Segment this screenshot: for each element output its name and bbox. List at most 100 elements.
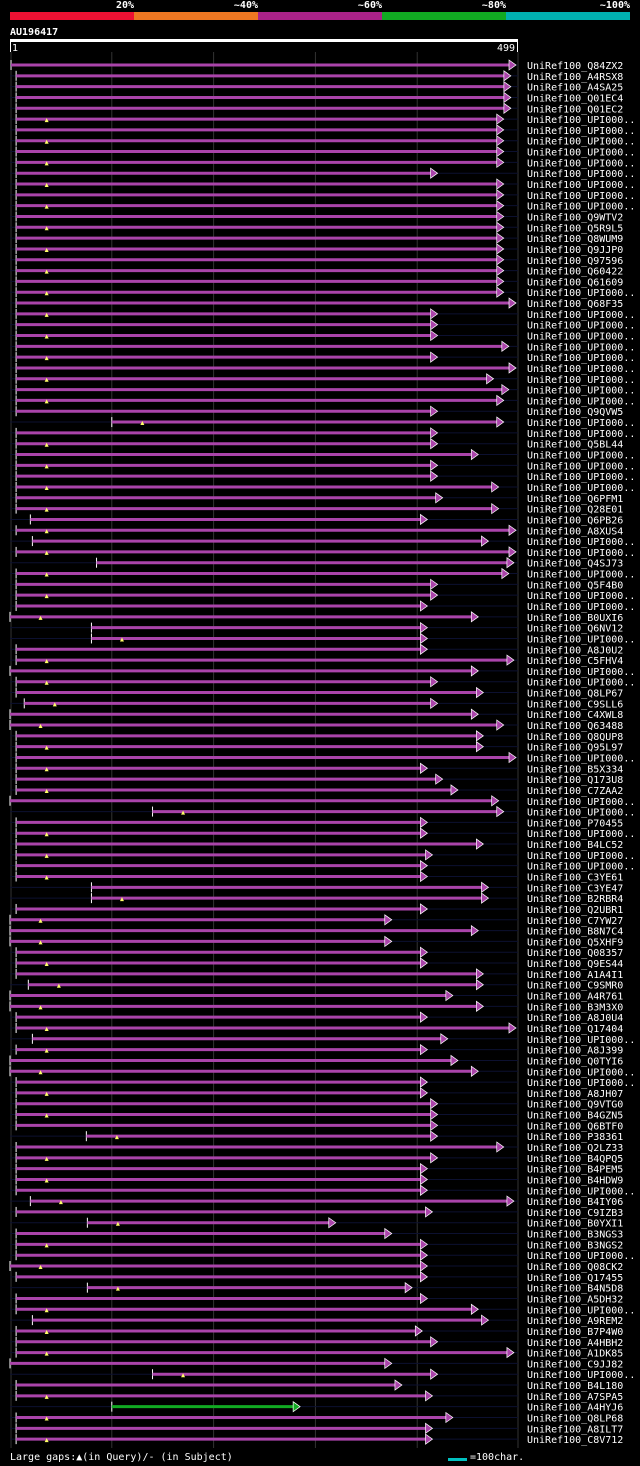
hit-row[interactable]: UniRef100_UPI000.. [10, 546, 635, 559]
hit-row[interactable]: UniRef100_Q9QVW5 [10, 405, 623, 418]
hit-label[interactable]: UniRef100_B3NGS3 [527, 1230, 623, 1241]
hit-label[interactable]: UniRef100_UPI000.. [527, 1035, 635, 1046]
hit-label[interactable]: UniRef100_UPI000.. [527, 386, 635, 397]
hit-label[interactable]: UniRef100_A4HBH2 [527, 1338, 623, 1349]
hit-row[interactable]: UniRef100_Q08CK2 [9, 1260, 623, 1273]
hit-row[interactable]: UniRef100_C9JJ82 [9, 1357, 623, 1370]
hit-row[interactable]: UniRef100_UPI000.. [10, 1368, 635, 1381]
hit-row[interactable]: UniRef100_A8XUS4 [10, 524, 623, 537]
hit-label[interactable]: UniRef100_A8JH07 [527, 1089, 623, 1100]
hit-label[interactable]: UniRef100_Q6NV12 [527, 624, 623, 635]
hit-label[interactable]: UniRef100_Q2UBR1 [527, 905, 623, 916]
hit-row[interactable]: UniRef100_Q97596 [10, 254, 623, 267]
hit-label[interactable]: UniRef100_UPI000.. [527, 862, 635, 873]
hit-label[interactable]: UniRef100_C7YW27 [527, 916, 623, 927]
hit-label[interactable]: UniRef100_UPI000.. [527, 753, 635, 764]
hit-row[interactable]: UniRef100_UPI000.. [10, 167, 635, 180]
hit-label[interactable]: UniRef100_Q5BL44 [527, 440, 623, 451]
hit-row[interactable]: UniRef100_Q01EC4 [10, 91, 623, 104]
hit-label[interactable]: UniRef100_A9REM2 [527, 1316, 623, 1327]
hit-label[interactable]: UniRef100_UPI000.. [527, 375, 635, 386]
hit-row[interactable]: UniRef100_UPI000.. [10, 589, 635, 602]
hit-row[interactable]: UniRef100_A9REM2 [10, 1314, 623, 1327]
hit-label[interactable]: UniRef100_Q28E01 [527, 505, 623, 516]
hit-row[interactable]: UniRef100_UPI000.. [10, 459, 635, 472]
hit-row[interactable]: UniRef100_B3NGS3 [10, 1227, 623, 1241]
hit-label[interactable]: UniRef100_Q84ZX2 [527, 61, 623, 72]
hit-row[interactable]: UniRef100_UPI000.. [10, 676, 635, 689]
hit-label[interactable]: UniRef100_Q68F35 [527, 299, 623, 310]
hit-row[interactable]: UniRef100_UPI000.. [10, 1076, 635, 1089]
hit-label[interactable]: UniRef100_A4SA25 [527, 83, 623, 94]
hit-label[interactable]: UniRef100_UPI000.. [527, 591, 635, 602]
hit-label[interactable]: UniRef100_Q08CK2 [527, 1262, 623, 1273]
hit-row[interactable]: UniRef100_Q6BTF0 [10, 1119, 623, 1132]
hit-label[interactable]: UniRef100_UPI000.. [527, 634, 635, 645]
hit-label[interactable]: UniRef100_A1DK85 [527, 1349, 623, 1360]
hit-label[interactable]: UniRef100_A7SPA5 [527, 1392, 623, 1403]
hit-row[interactable]: UniRef100_Q8QUP8 [10, 730, 623, 743]
hit-row[interactable]: UniRef100_UPI000.. [10, 1303, 635, 1316]
hit-row[interactable]: UniRef100_UPI000.. [10, 416, 635, 429]
hit-row[interactable]: UniRef100_B0UXI6 [9, 611, 623, 624]
hit-label[interactable]: UniRef100_Q17404 [527, 1024, 623, 1035]
hit-label[interactable]: UniRef100_Q61609 [527, 277, 623, 288]
hit-row[interactable]: UniRef100_P38361 [10, 1130, 623, 1143]
hit-label[interactable]: UniRef100_Q5F4B0 [527, 580, 623, 591]
hit-row[interactable]: UniRef100_B4N5D8 [10, 1281, 623, 1295]
hit-label[interactable]: UniRef100_Q60422 [527, 267, 623, 278]
hit-row[interactable]: UniRef100_C7YW27 [9, 914, 623, 927]
hit-label[interactable]: UniRef100_UPI000.. [527, 797, 635, 808]
hit-row[interactable]: UniRef100_Q84ZX2 [10, 59, 623, 72]
hit-label[interactable]: UniRef100_Q97596 [527, 256, 623, 267]
hit-row[interactable]: UniRef100_B4LC52 [10, 838, 623, 851]
hit-row[interactable]: UniRef100_A8J399 [10, 1043, 623, 1057]
hit-row[interactable]: UniRef100_UPI000.. [10, 286, 635, 299]
hit-row[interactable]: UniRef100_Q5R9L5 [10, 221, 623, 234]
hit-label[interactable]: UniRef100_UPI000.. [527, 396, 635, 407]
hit-label[interactable]: UniRef100_UPI000.. [527, 126, 635, 137]
hit-label[interactable]: UniRef100_A8J0U4 [527, 1013, 623, 1024]
hit-row[interactable]: UniRef100_Q5XHF9 [9, 935, 623, 948]
hit-row[interactable]: UniRef100_Q8LP67 [10, 686, 623, 700]
hit-row[interactable]: UniRef100_Q17455 [10, 1271, 623, 1284]
hit-label[interactable]: UniRef100_UPI000.. [527, 570, 635, 581]
hit-row[interactable]: UniRef100_UPI000.. [10, 124, 635, 137]
hit-row[interactable]: UniRef100_B3NGS2 [10, 1238, 623, 1251]
hit-row[interactable]: UniRef100_UPI000.. [10, 189, 635, 202]
hit-label[interactable]: UniRef100_B4QPQ5 [527, 1154, 623, 1165]
hit-row[interactable]: UniRef100_Q28E01 [10, 502, 623, 516]
hit-row[interactable]: UniRef100_UPI000.. [10, 600, 635, 613]
hit-row[interactable]: UniRef100_UPI000.. [10, 394, 635, 407]
hit-row[interactable]: UniRef100_B4PEM5 [10, 1162, 623, 1176]
hit-row[interactable]: UniRef100_B4QPQ5 [10, 1152, 623, 1165]
hit-row[interactable]: UniRef100_A4SA25 [10, 80, 623, 94]
hit-label[interactable]: UniRef100_UPI000.. [527, 602, 635, 613]
hit-row[interactable]: UniRef100_Q68F35 [10, 297, 623, 310]
hit-row[interactable]: UniRef100_UPI000.. [10, 1249, 635, 1262]
hit-label[interactable]: UniRef100_UPI000.. [527, 158, 635, 169]
hit-row[interactable]: UniRef100_UPI000.. [9, 665, 635, 678]
hit-row[interactable]: UniRef100_Q5F4B0 [10, 578, 623, 591]
hit-label[interactable]: UniRef100_Q6PFM1 [527, 494, 623, 505]
hit-label[interactable]: UniRef100_C3YE47 [527, 883, 623, 894]
hit-label[interactable]: UniRef100_Q9QVW5 [527, 407, 623, 418]
hit-row[interactable]: UniRef100_Q60422 [10, 264, 623, 278]
hit-row[interactable]: UniRef100_Q2LZ33 [10, 1141, 623, 1154]
hit-row[interactable]: UniRef100_UPI000.. [10, 1184, 635, 1197]
hit-label[interactable]: UniRef100_Q5XHF9 [527, 937, 623, 948]
hit-label[interactable]: UniRef100_UPI000.. [527, 115, 635, 126]
hit-row[interactable]: UniRef100_UPI000.. [10, 145, 635, 159]
hit-label[interactable]: UniRef100_B5X334 [527, 764, 623, 775]
hit-label[interactable]: UniRef100_B0UXI6 [527, 613, 623, 624]
hit-label[interactable]: UniRef100_C3YE61 [527, 873, 623, 884]
hit-label[interactable]: UniRef100_UPI000.. [527, 808, 635, 819]
hit-label[interactable]: UniRef100_UPI000.. [527, 1251, 635, 1262]
hit-label[interactable]: UniRef100_Q01EC2 [527, 104, 623, 115]
hit-label[interactable]: UniRef100_UPI000.. [527, 451, 635, 462]
hit-label[interactable]: UniRef100_A8XUS4 [527, 526, 623, 537]
hit-row[interactable]: UniRef100_B2RBR4 [10, 892, 623, 905]
hit-row[interactable]: UniRef100_UPI000.. [10, 373, 635, 386]
hit-label[interactable]: UniRef100_UPI000.. [527, 1186, 635, 1197]
hit-row[interactable]: UniRef100_B4GZN5 [10, 1108, 623, 1122]
